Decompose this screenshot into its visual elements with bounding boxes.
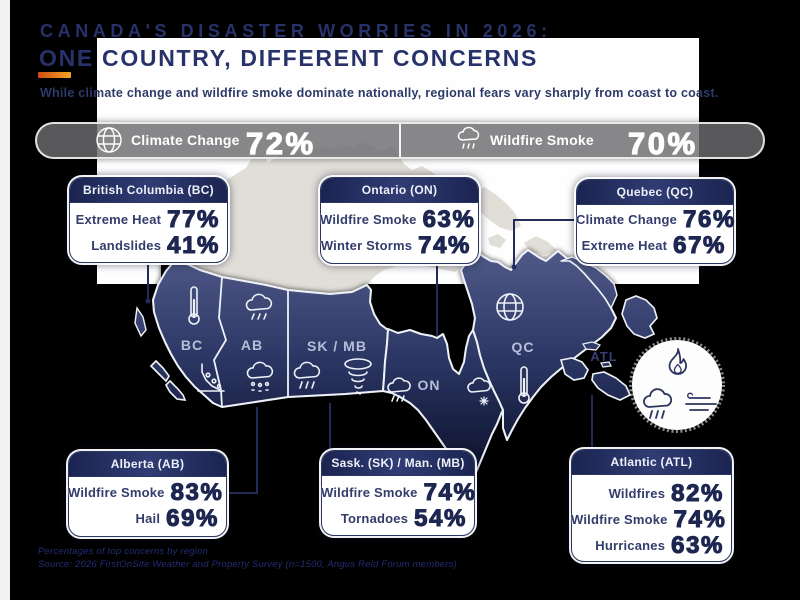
svg-text:QC: QC xyxy=(512,339,535,355)
svg-text:SK / MB: SK / MB xyxy=(307,338,367,354)
svg-text:ATL: ATL xyxy=(590,349,617,364)
svg-text:AB: AB xyxy=(241,337,263,353)
svg-text:BC: BC xyxy=(181,337,203,353)
svg-text:ON: ON xyxy=(418,377,441,393)
